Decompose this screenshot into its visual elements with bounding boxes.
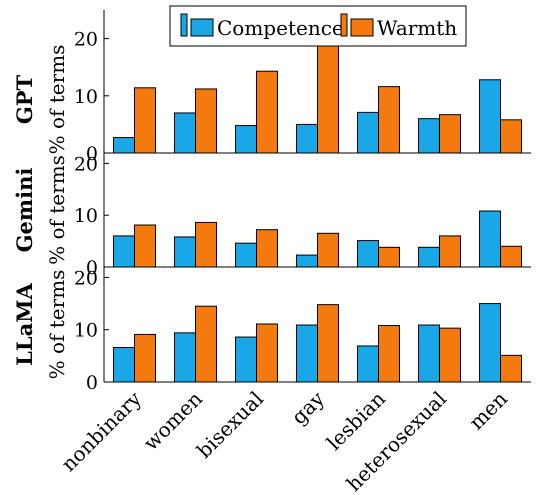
y-tick-label: 20: [74, 153, 98, 175]
legend-label-competence: Competence: [217, 16, 344, 40]
panel-label-llama: LLaMA: [12, 282, 37, 365]
bar-gpt-warmth-heterosexual: [439, 114, 461, 154]
y-axis-label: % of terms: [45, 155, 69, 265]
bar-llama-warmth-men: [500, 354, 522, 383]
bar-gpt-competence-lesbian: [357, 111, 379, 154]
bar-llama-competence-lesbian: [357, 345, 379, 383]
bar-llama-warmth-gay: [317, 304, 339, 383]
bar-gpt-warmth-lesbian: [378, 86, 400, 154]
category-label-men: men: [464, 386, 512, 434]
panel-gpt: 0 10 20% of terms GPT: [12, 10, 531, 165]
legend-box: [169, 5, 467, 47]
bar-gpt-warmth-gay: [317, 43, 339, 154]
bar-gemini-competence-women: [174, 236, 196, 268]
bar-llama-warmth-bisexual: [256, 323, 278, 383]
bar-llama-warmth-women: [195, 305, 217, 383]
y-tick-label: 20: [74, 29, 98, 51]
bar-gpt-warmth-women: [195, 88, 217, 154]
bar-gpt-warmth-nonbinary: [134, 87, 156, 154]
legend-swatch-warmth: [350, 18, 374, 37]
category-label-nonbinary: nonbinary: [56, 386, 146, 476]
bar-gpt-warmth-bisexual: [256, 70, 278, 154]
bar-llama-warmth-lesbian: [378, 325, 400, 383]
bar-gemini-warmth-lesbian: [378, 246, 400, 268]
bar-gemini-warmth-nonbinary: [134, 224, 156, 268]
panel-llama: 0 10 20% of terms LLaMA: [12, 267, 531, 394]
legend: Competence Warmth: [169, 5, 467, 47]
bar-llama-competence-heterosexual: [418, 324, 440, 383]
panel-label-gemini: Gemini: [12, 168, 37, 253]
bar-gemini-warmth-men: [500, 245, 522, 268]
panel-label-gpt: GPT: [12, 74, 37, 124]
bar-gemini-warmth-bisexual: [256, 229, 278, 268]
bar-gpt-competence-men: [479, 79, 501, 154]
bar-gemini-competence-lesbian: [357, 240, 379, 268]
legend-swatch-warmth: [340, 13, 348, 37]
bar-llama-competence-women: [174, 332, 196, 383]
category-label-gay: gay: [287, 386, 330, 429]
panel-gemini: 0 10 20% of terms Gemini: [12, 153, 531, 279]
bar-gpt-warmth-men: [500, 119, 522, 154]
bar-gemini-competence-heterosexual: [418, 246, 440, 268]
bar-llama-competence-gay: [296, 324, 318, 383]
legend-label-warmth: Warmth: [377, 16, 457, 40]
y-tick-label: 10: [74, 320, 98, 342]
bar-llama-warmth-nonbinary: [134, 333, 156, 383]
bar-gpt-competence-gay: [296, 123, 318, 154]
bar-gemini-warmth-gay: [317, 232, 339, 268]
bar-llama-warmth-heterosexual: [439, 327, 461, 383]
y-tick-label: 0: [86, 372, 98, 394]
bar-gpt-competence-nonbinary: [113, 137, 135, 154]
bar-gemini-competence-men: [479, 210, 501, 268]
y-tick-label: 10: [74, 86, 98, 108]
y-tick-label: 0: [86, 143, 98, 165]
y-tick-label: 0: [86, 257, 98, 279]
bar-gemini-competence-bisexual: [235, 242, 257, 268]
bar-gpt-competence-heterosexual: [418, 118, 440, 154]
y-tick-label: 10: [74, 205, 98, 227]
y-tick-label: 20: [74, 267, 98, 289]
bar-gemini-warmth-heterosexual: [439, 235, 461, 268]
category-label-bisexual: bisexual: [192, 387, 268, 463]
legend-swatch-competence: [180, 13, 188, 37]
bar-llama-competence-men: [479, 303, 501, 383]
bar-gpt-competence-women: [174, 112, 196, 154]
y-axis-label: % of terms: [45, 270, 69, 380]
y-axis-label: % of terms: [45, 45, 69, 155]
bar-gemini-competence-nonbinary: [113, 235, 135, 268]
legend-swatch-competence: [190, 18, 214, 37]
bar-gemini-competence-gay: [296, 254, 318, 268]
bar-gpt-competence-bisexual: [235, 125, 257, 154]
bar-gemini-warmth-women: [195, 221, 217, 268]
bar-llama-competence-nonbinary: [113, 347, 135, 383]
bar-llama-competence-bisexual: [235, 336, 257, 383]
